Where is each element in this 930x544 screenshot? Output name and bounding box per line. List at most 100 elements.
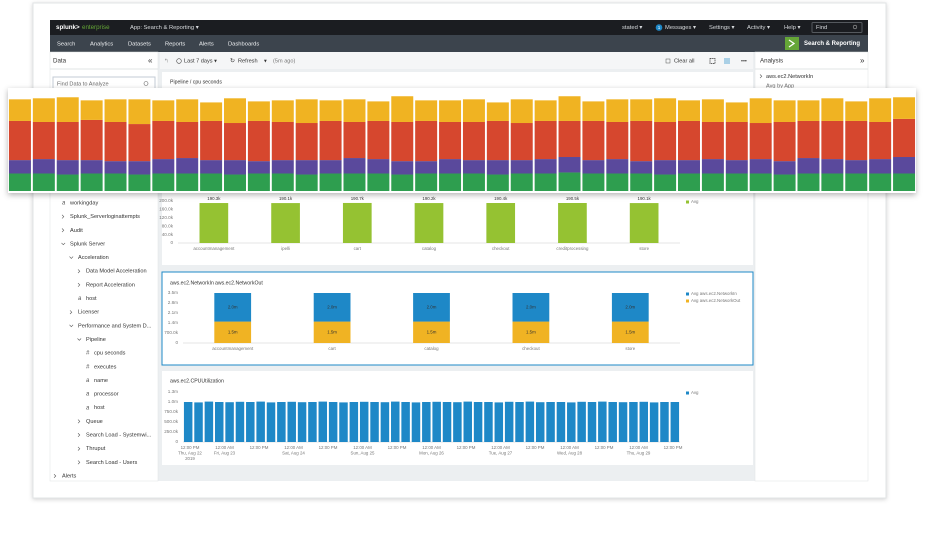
- tree-item[interactable]: Audit: [70, 228, 83, 234]
- tree-item[interactable]: workingday: [69, 200, 98, 206]
- tree-item[interactable]: host: [94, 405, 105, 411]
- tree-item[interactable]: Report Acceleration: [86, 282, 135, 288]
- bar: [534, 120, 557, 160]
- bar: [725, 173, 748, 191]
- tree-item[interactable]: Acceleration: [78, 255, 109, 261]
- clear-all[interactable]: Clear all: [674, 58, 695, 64]
- bar: [869, 173, 892, 191]
- analysis-metric[interactable]: aws.ec2.NetworkIn: [766, 74, 813, 80]
- bar: [639, 401, 649, 442]
- app-menu[interactable]: App: Search & Reporting ▾: [130, 25, 199, 31]
- bar: [214, 293, 252, 322]
- bar: [200, 173, 223, 191]
- bar: [701, 99, 724, 122]
- nav-item[interactable]: Alerts: [199, 42, 214, 48]
- bar: [797, 158, 820, 174]
- right-collapse[interactable]: »: [860, 56, 865, 65]
- bar: [797, 120, 820, 159]
- bar: [313, 293, 351, 322]
- clear-icon: [665, 58, 671, 64]
- bar: [271, 121, 294, 161]
- bar: [725, 160, 748, 174]
- refresh-button[interactable]: Refresh: [238, 58, 258, 64]
- activity-menu[interactable]: Activity ▾: [747, 25, 770, 31]
- top-bar: [50, 20, 868, 35]
- tree-item[interactable]: Licenser: [78, 310, 99, 316]
- time-picker[interactable]: Last 7 days ▾: [184, 58, 217, 64]
- refresh-menu[interactable]: ▾: [264, 58, 267, 64]
- nav-item[interactable]: Dashboards: [228, 42, 259, 48]
- bar: [701, 159, 724, 174]
- tree-item[interactable]: Performance and System D...: [78, 323, 152, 329]
- legend-label: Avg: [691, 390, 699, 395]
- nav-item[interactable]: Search: [57, 42, 75, 48]
- more-menu[interactable]: •••: [741, 58, 747, 64]
- grid-view[interactable]: [709, 58, 716, 64]
- help-menu[interactable]: Help ▾: [784, 25, 801, 31]
- chevron: [77, 282, 81, 287]
- bar: [328, 402, 338, 442]
- tree-item[interactable]: Search Load - Users: [86, 460, 138, 466]
- bar: [200, 120, 223, 161]
- bar: [773, 100, 796, 122]
- bar: [391, 401, 400, 442]
- user-menu[interactable]: stated ▾: [622, 25, 642, 31]
- bar: [512, 321, 550, 343]
- bar: [391, 174, 414, 191]
- bar: [80, 100, 103, 120]
- bar: [534, 173, 557, 191]
- tree-item[interactable]: Queue: [86, 419, 103, 425]
- bar: [247, 173, 270, 191]
- x-tick-label: catalog: [424, 346, 439, 351]
- y-tick-label: 1.3m: [168, 389, 178, 394]
- bar: [413, 293, 450, 322]
- bar: [104, 121, 127, 162]
- bar: [152, 120, 175, 160]
- bar: [104, 99, 127, 122]
- bar: [204, 401, 214, 442]
- bar: [606, 99, 629, 122]
- x-tick-label: 12:00 AM: [284, 445, 303, 450]
- bar: [893, 173, 916, 191]
- tree-item[interactable]: Splunk Server: [70, 241, 105, 247]
- field-icon: a: [86, 392, 90, 398]
- chevron: [61, 242, 66, 246]
- bar: [271, 160, 294, 174]
- tree-item[interactable]: host: [86, 296, 97, 302]
- tree-item[interactable]: Search Load - Systemwi...: [86, 433, 152, 439]
- nav-item[interactable]: Analytics: [90, 42, 113, 48]
- bar: [391, 121, 414, 162]
- value-label: 190.2k: [422, 196, 436, 201]
- value-label: 1.5m: [327, 329, 337, 334]
- bar: [80, 119, 103, 161]
- x-tick-label: Sat, Aug 24: [282, 451, 305, 456]
- undo[interactable]: ↰: [164, 57, 169, 64]
- tree-item[interactable]: Alerts: [62, 473, 77, 479]
- bar: [414, 203, 444, 243]
- left-collapse[interactable]: «: [148, 56, 153, 65]
- tree-item[interactable]: name: [94, 378, 108, 384]
- tree-item[interactable]: executes: [94, 364, 117, 370]
- tree-item[interactable]: processor: [94, 392, 119, 398]
- panel-selected[interactable]: [161, 271, 754, 366]
- tree-item[interactable]: Thruput: [86, 446, 106, 452]
- x-tick-label: accountmanagement: [212, 346, 254, 351]
- value-label: 190.1k: [638, 196, 652, 201]
- bar: [295, 123, 318, 161]
- bar: [546, 402, 555, 442]
- chevron: [77, 446, 81, 451]
- x-tick-label: accountmanagement: [193, 246, 235, 251]
- bar: [486, 120, 509, 161]
- tree-item[interactable]: Splunk_Serverloginattempts: [70, 214, 140, 220]
- nav-item[interactable]: Datasets: [128, 42, 151, 48]
- value-label: 190.1k: [279, 196, 293, 201]
- find-box[interactable]: [811, 22, 863, 33]
- bar: [630, 120, 653, 162]
- settings-menu[interactable]: Settings ▾: [709, 25, 735, 31]
- nav-item[interactable]: Reports: [165, 42, 185, 48]
- list-view[interactable]: [724, 58, 730, 64]
- tree-item[interactable]: Data Model Acceleration: [86, 269, 147, 275]
- tree-item[interactable]: Pipeline: [86, 337, 106, 343]
- tree-item[interactable]: cpu seconds: [94, 351, 126, 357]
- messages-menu[interactable]: Messages ▾: [665, 25, 696, 31]
